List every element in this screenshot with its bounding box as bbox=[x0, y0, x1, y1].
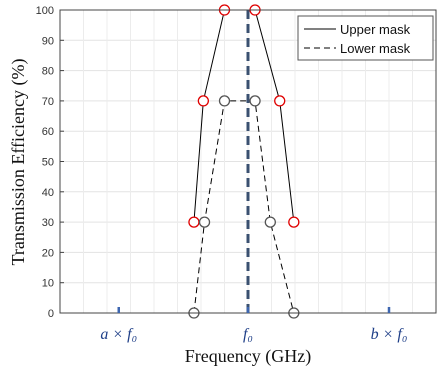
legend-box bbox=[297, 15, 434, 61]
y-tick-label: 40 bbox=[42, 187, 54, 199]
x-tick-label: b × f₀ bbox=[371, 326, 408, 343]
y-tick-label: 60 bbox=[42, 126, 54, 138]
legend-label: Lower mask bbox=[340, 41, 411, 56]
data-point-upper-mask bbox=[188, 216, 200, 228]
y-tick-label: 70 bbox=[42, 96, 54, 108]
y-tick-label: 0 bbox=[48, 308, 54, 320]
legend: Upper mask Lower mask bbox=[297, 15, 434, 61]
y-tick-label: 80 bbox=[42, 66, 54, 78]
data-point-lower-mask bbox=[198, 216, 211, 228]
data-point-upper-mask bbox=[274, 95, 286, 107]
x-tick-label: f₀ bbox=[243, 326, 253, 343]
y-tick-label: 50 bbox=[42, 157, 54, 169]
y-tick-label: 20 bbox=[42, 247, 54, 259]
data-point-lower-mask bbox=[264, 216, 276, 228]
y-tick-label: 10 bbox=[42, 278, 54, 290]
y-tick-label: 90 bbox=[42, 35, 54, 47]
data-point-lower-mask bbox=[249, 95, 261, 107]
axis-layer: 0 10 20 30 40 50 60 70 80 90 100 a × f₀ f₀ b × f₀ bbox=[36, 5, 437, 343]
y-tick-label: 100 bbox=[36, 5, 54, 17]
x-axis-title: Frequency (GHz) bbox=[185, 346, 311, 367]
y-axis-title: Transmission Efficiency (%) bbox=[8, 59, 29, 266]
data-point-upper-mask bbox=[288, 216, 300, 228]
data-point-upper-mask bbox=[197, 95, 210, 107]
legend-label: Upper mask bbox=[340, 22, 411, 37]
x-tick-label: a × f₀ bbox=[100, 326, 137, 343]
data-point-lower-mask bbox=[218, 95, 231, 107]
y-tick-label: 30 bbox=[42, 217, 54, 229]
